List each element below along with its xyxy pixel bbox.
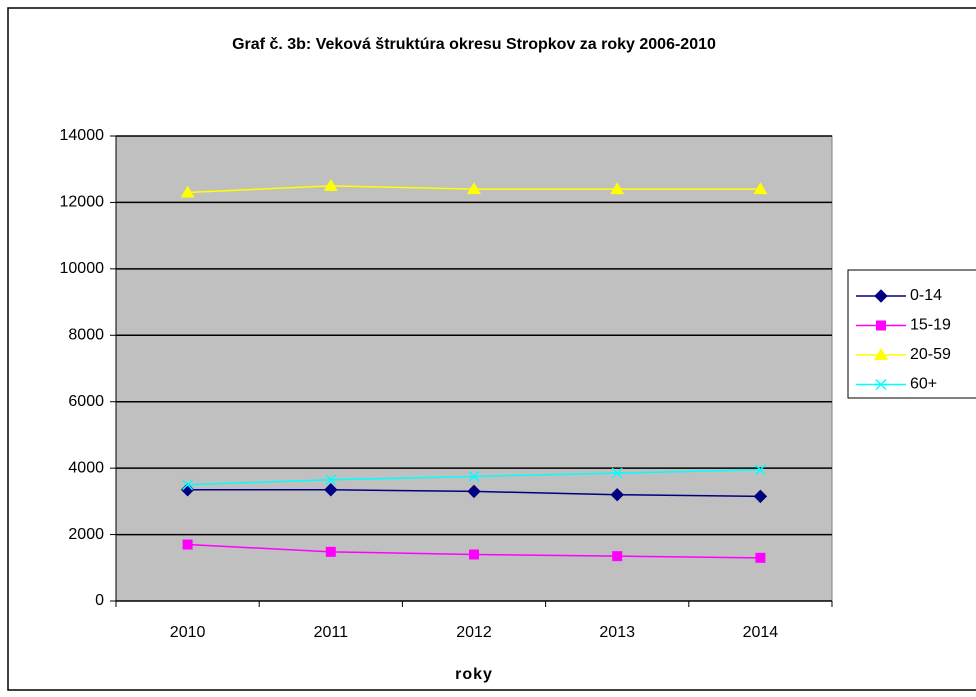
y-tick-label: 4000: [68, 459, 104, 476]
marker: [467, 182, 481, 195]
x-axis-label: roky: [455, 666, 493, 683]
y-tick-label: 6000: [68, 393, 104, 410]
marker: [876, 320, 886, 331]
marker: [325, 474, 337, 486]
legend-label: 20-59: [910, 346, 951, 363]
marker: [610, 182, 625, 195]
marker: [755, 552, 766, 563]
marker: [874, 348, 888, 360]
marker: [753, 182, 768, 195]
marker: [323, 178, 338, 191]
legend-label: 60+: [910, 376, 937, 393]
marker: [468, 470, 480, 482]
marker: [875, 378, 887, 391]
marker: [469, 549, 479, 560]
x-tick-label: 2012: [456, 624, 492, 641]
marker: [467, 484, 481, 499]
marker: [182, 539, 193, 550]
y-tick-label: 10000: [60, 260, 105, 277]
x-tick-label: 2011: [314, 624, 349, 641]
legend-box: [847, 269, 976, 399]
y-tick-label: 14000: [60, 127, 105, 144]
x-tick-label: 2013: [599, 624, 635, 641]
marker: [324, 483, 338, 497]
y-tick-label: 2000: [68, 526, 104, 543]
marker: [874, 289, 888, 303]
y-tick-label: 8000: [68, 327, 104, 344]
x-tick-label: 2010: [170, 624, 206, 641]
marker: [182, 479, 194, 491]
chart-title: Graf č. 3b: Veková štruktúra okresu Stro…: [232, 36, 716, 53]
x-tick-label: 2014: [743, 624, 779, 641]
marker: [180, 185, 195, 198]
y-tick-label: 12000: [60, 194, 105, 211]
marker: [612, 551, 623, 562]
legend-label: 15-19: [910, 317, 951, 334]
marker: [753, 489, 768, 504]
marker: [325, 546, 336, 557]
legend-label: 0-14: [910, 287, 942, 304]
marker: [754, 464, 766, 476]
y-tick-label: 0: [95, 592, 104, 609]
marker: [611, 467, 623, 479]
marker: [610, 488, 624, 502]
plot-area: [115, 135, 833, 602]
